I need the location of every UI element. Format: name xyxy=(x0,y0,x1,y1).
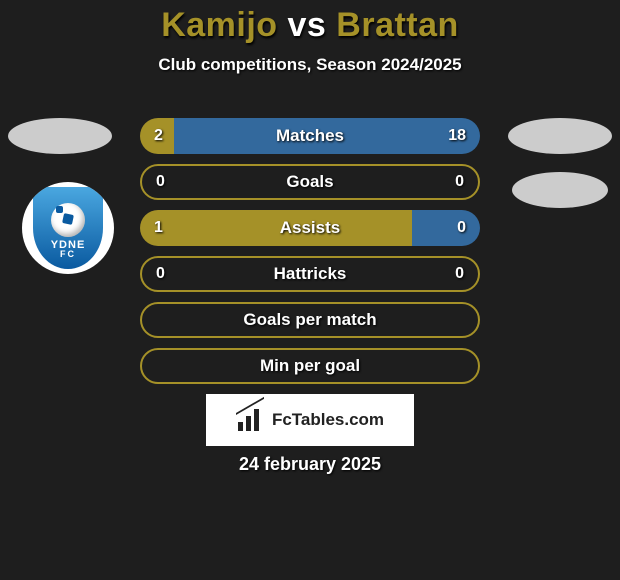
stat-value-player2: 0 xyxy=(455,258,464,290)
stat-row: Min per goal xyxy=(140,348,480,384)
stat-value-player1: 0 xyxy=(156,166,165,198)
stat-label: Hattricks xyxy=(142,258,478,290)
title-player1: Kamijo xyxy=(161,6,277,44)
stat-value-player1: 2 xyxy=(154,118,163,154)
stat-value-player2: 18 xyxy=(448,118,466,154)
stat-label: Goals xyxy=(142,166,478,198)
subtitle: Club competitions, Season 2024/2025 xyxy=(0,55,620,75)
stat-row: Assists1 0 xyxy=(140,210,480,246)
soccer-ball-icon xyxy=(51,203,85,237)
stat-label: Matches xyxy=(140,118,480,154)
branding-text: FcTables.com xyxy=(272,410,384,430)
club-shield-icon: YDNE FC xyxy=(33,187,103,269)
stat-value-player2: 0 xyxy=(455,166,464,198)
date-label: 24 february 2025 xyxy=(0,454,620,475)
comparison-chart: Matches218Goals00Assists10Hattricks00Goa… xyxy=(140,118,480,394)
stat-value-player2: 0 xyxy=(457,210,466,246)
stat-label: Assists xyxy=(140,210,480,246)
club-sub: FC xyxy=(60,249,76,259)
stat-row: Goals per match xyxy=(140,302,480,338)
title-vs: vs xyxy=(288,6,327,44)
stat-row: Goals0 0 xyxy=(140,164,480,200)
stat-label: Min per goal xyxy=(142,350,478,382)
bar-chart-icon xyxy=(236,409,266,431)
player1-club-badge: YDNE FC xyxy=(22,182,114,274)
player1-photo-placeholder xyxy=(8,118,112,154)
branding-plate: FcTables.com xyxy=(206,394,414,446)
stat-value-player1: 1 xyxy=(154,210,163,246)
stat-value-player1: 0 xyxy=(156,258,165,290)
title-player2: Brattan xyxy=(336,6,459,44)
player2-club-placeholder xyxy=(512,172,608,208)
page-title: Kamijo vs Brattan xyxy=(0,0,620,45)
stat-row: Matches2 18 xyxy=(140,118,480,154)
stat-row: Hattricks0 0 xyxy=(140,256,480,292)
stat-label: Goals per match xyxy=(142,304,478,336)
player2-photo-placeholder xyxy=(508,118,612,154)
